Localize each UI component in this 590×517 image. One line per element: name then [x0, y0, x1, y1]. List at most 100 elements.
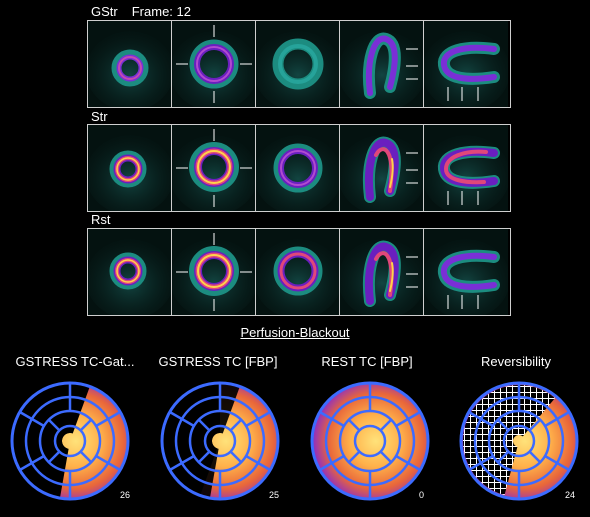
row-label-str: Str [91, 109, 108, 124]
short-axis-apical-panel[interactable] [88, 21, 172, 107]
vertical-long-axis-panel[interactable] [340, 229, 424, 315]
polar-map-gstress-gated[interactable] [7, 378, 133, 504]
sector-line [407, 461, 421, 472]
sector-line [544, 417, 558, 428]
sector-line [480, 417, 494, 428]
short-axis-mid-panel[interactable] [172, 229, 256, 315]
map-value-gstress-gated: 26 [120, 490, 131, 500]
slice-strip-gstress [87, 20, 511, 108]
sector-line [169, 410, 183, 421]
sector-line [319, 461, 333, 472]
slice-image [172, 125, 255, 211]
row-label-text: Rst [91, 212, 111, 227]
sector-line [95, 417, 109, 428]
sector-line [480, 454, 494, 465]
short-axis-mid-panel[interactable] [172, 21, 256, 107]
sector-line [19, 461, 33, 472]
short-axis-basal-panel[interactable] [256, 229, 340, 315]
sector-line [347, 418, 361, 432]
sector-line [556, 461, 570, 472]
sector-line [496, 418, 510, 432]
ring-outline [353, 424, 387, 458]
polar-map-reversibility[interactable] [456, 378, 582, 504]
sector-line [331, 454, 345, 465]
slice-image [340, 229, 423, 315]
map-title-gstress: GSTRESS TC [FBP] [158, 354, 278, 369]
row-label-gstr: GStr Frame: 12 [91, 4, 191, 19]
sector-line [395, 454, 409, 465]
sector-line [395, 417, 409, 428]
horizontal-long-axis-panel[interactable] [424, 229, 508, 315]
slice-image [88, 229, 171, 315]
row-label-rst: Rst [91, 212, 111, 227]
row-label-text: Str [91, 109, 108, 124]
sector-line [169, 461, 183, 472]
short-axis-basal-panel[interactable] [256, 21, 340, 107]
sector-line [379, 450, 393, 464]
sector-line [257, 461, 271, 472]
polar-map-rest[interactable] [307, 378, 433, 504]
frame-label: Frame: 12 [131, 4, 191, 19]
sector-line [407, 410, 421, 421]
sector-line [496, 450, 510, 464]
map-value-reversibility: 24 [565, 490, 576, 500]
sector-line [47, 450, 61, 464]
sector-line [79, 450, 93, 464]
polar-map-gstress[interactable] [157, 378, 283, 504]
slice-strip-stress [87, 124, 511, 212]
sector-line [229, 450, 243, 464]
sector-line [181, 454, 195, 465]
sector-line [556, 410, 570, 421]
horizontal-long-axis-panel[interactable] [424, 125, 508, 211]
sector-line [31, 417, 45, 428]
sector-line [197, 418, 211, 432]
slice-image [424, 229, 508, 315]
sector-line [528, 450, 542, 464]
slice-image [340, 21, 423, 107]
short-axis-mid-panel[interactable] [172, 125, 256, 211]
slice-image [172, 229, 255, 315]
slice-image [256, 21, 339, 107]
ring-outline [203, 424, 237, 458]
sector-line [245, 417, 259, 428]
sector-line [107, 410, 121, 421]
short-axis-basal-panel[interactable] [256, 125, 340, 211]
slice-image [256, 229, 339, 315]
sector-line [229, 418, 243, 432]
sector-line [107, 461, 121, 472]
sector-line [257, 410, 271, 421]
vertical-long-axis-panel[interactable] [340, 21, 424, 107]
sector-line [245, 454, 259, 465]
slice-strip-rest [87, 228, 511, 316]
row-label-text: GStr [91, 4, 118, 19]
sector-line [31, 454, 45, 465]
slice-image [340, 125, 423, 211]
ring-outline [502, 424, 536, 458]
sector-line [79, 418, 93, 432]
sector-line [319, 410, 333, 421]
slice-image [256, 125, 339, 211]
bullseye-base [312, 383, 428, 499]
map-title-reversibility: Reversibility [480, 354, 552, 369]
horizontal-long-axis-panel[interactable] [424, 21, 508, 107]
slice-image [424, 21, 508, 107]
slice-image [172, 21, 255, 107]
sector-line [379, 418, 393, 432]
sector-line [95, 454, 109, 465]
sector-line [468, 410, 482, 421]
vertical-long-axis-panel[interactable] [340, 125, 424, 211]
map-value-gstress: 25 [269, 490, 280, 500]
short-axis-apical-panel[interactable] [88, 125, 172, 211]
map-title-rest: REST TC [FBP] [321, 354, 413, 369]
map-value-rest: 0 [419, 490, 425, 500]
sector-line [181, 417, 195, 428]
ring-outline [53, 424, 87, 458]
sector-line [197, 450, 211, 464]
sector-line [47, 418, 61, 432]
short-axis-apical-panel[interactable] [88, 229, 172, 315]
sector-line [331, 417, 345, 428]
slice-image [424, 125, 508, 211]
slice-image [88, 125, 171, 211]
sector-line [468, 461, 482, 472]
map-title-gstress-gated: GSTRESS TC-Gat... [15, 354, 135, 369]
